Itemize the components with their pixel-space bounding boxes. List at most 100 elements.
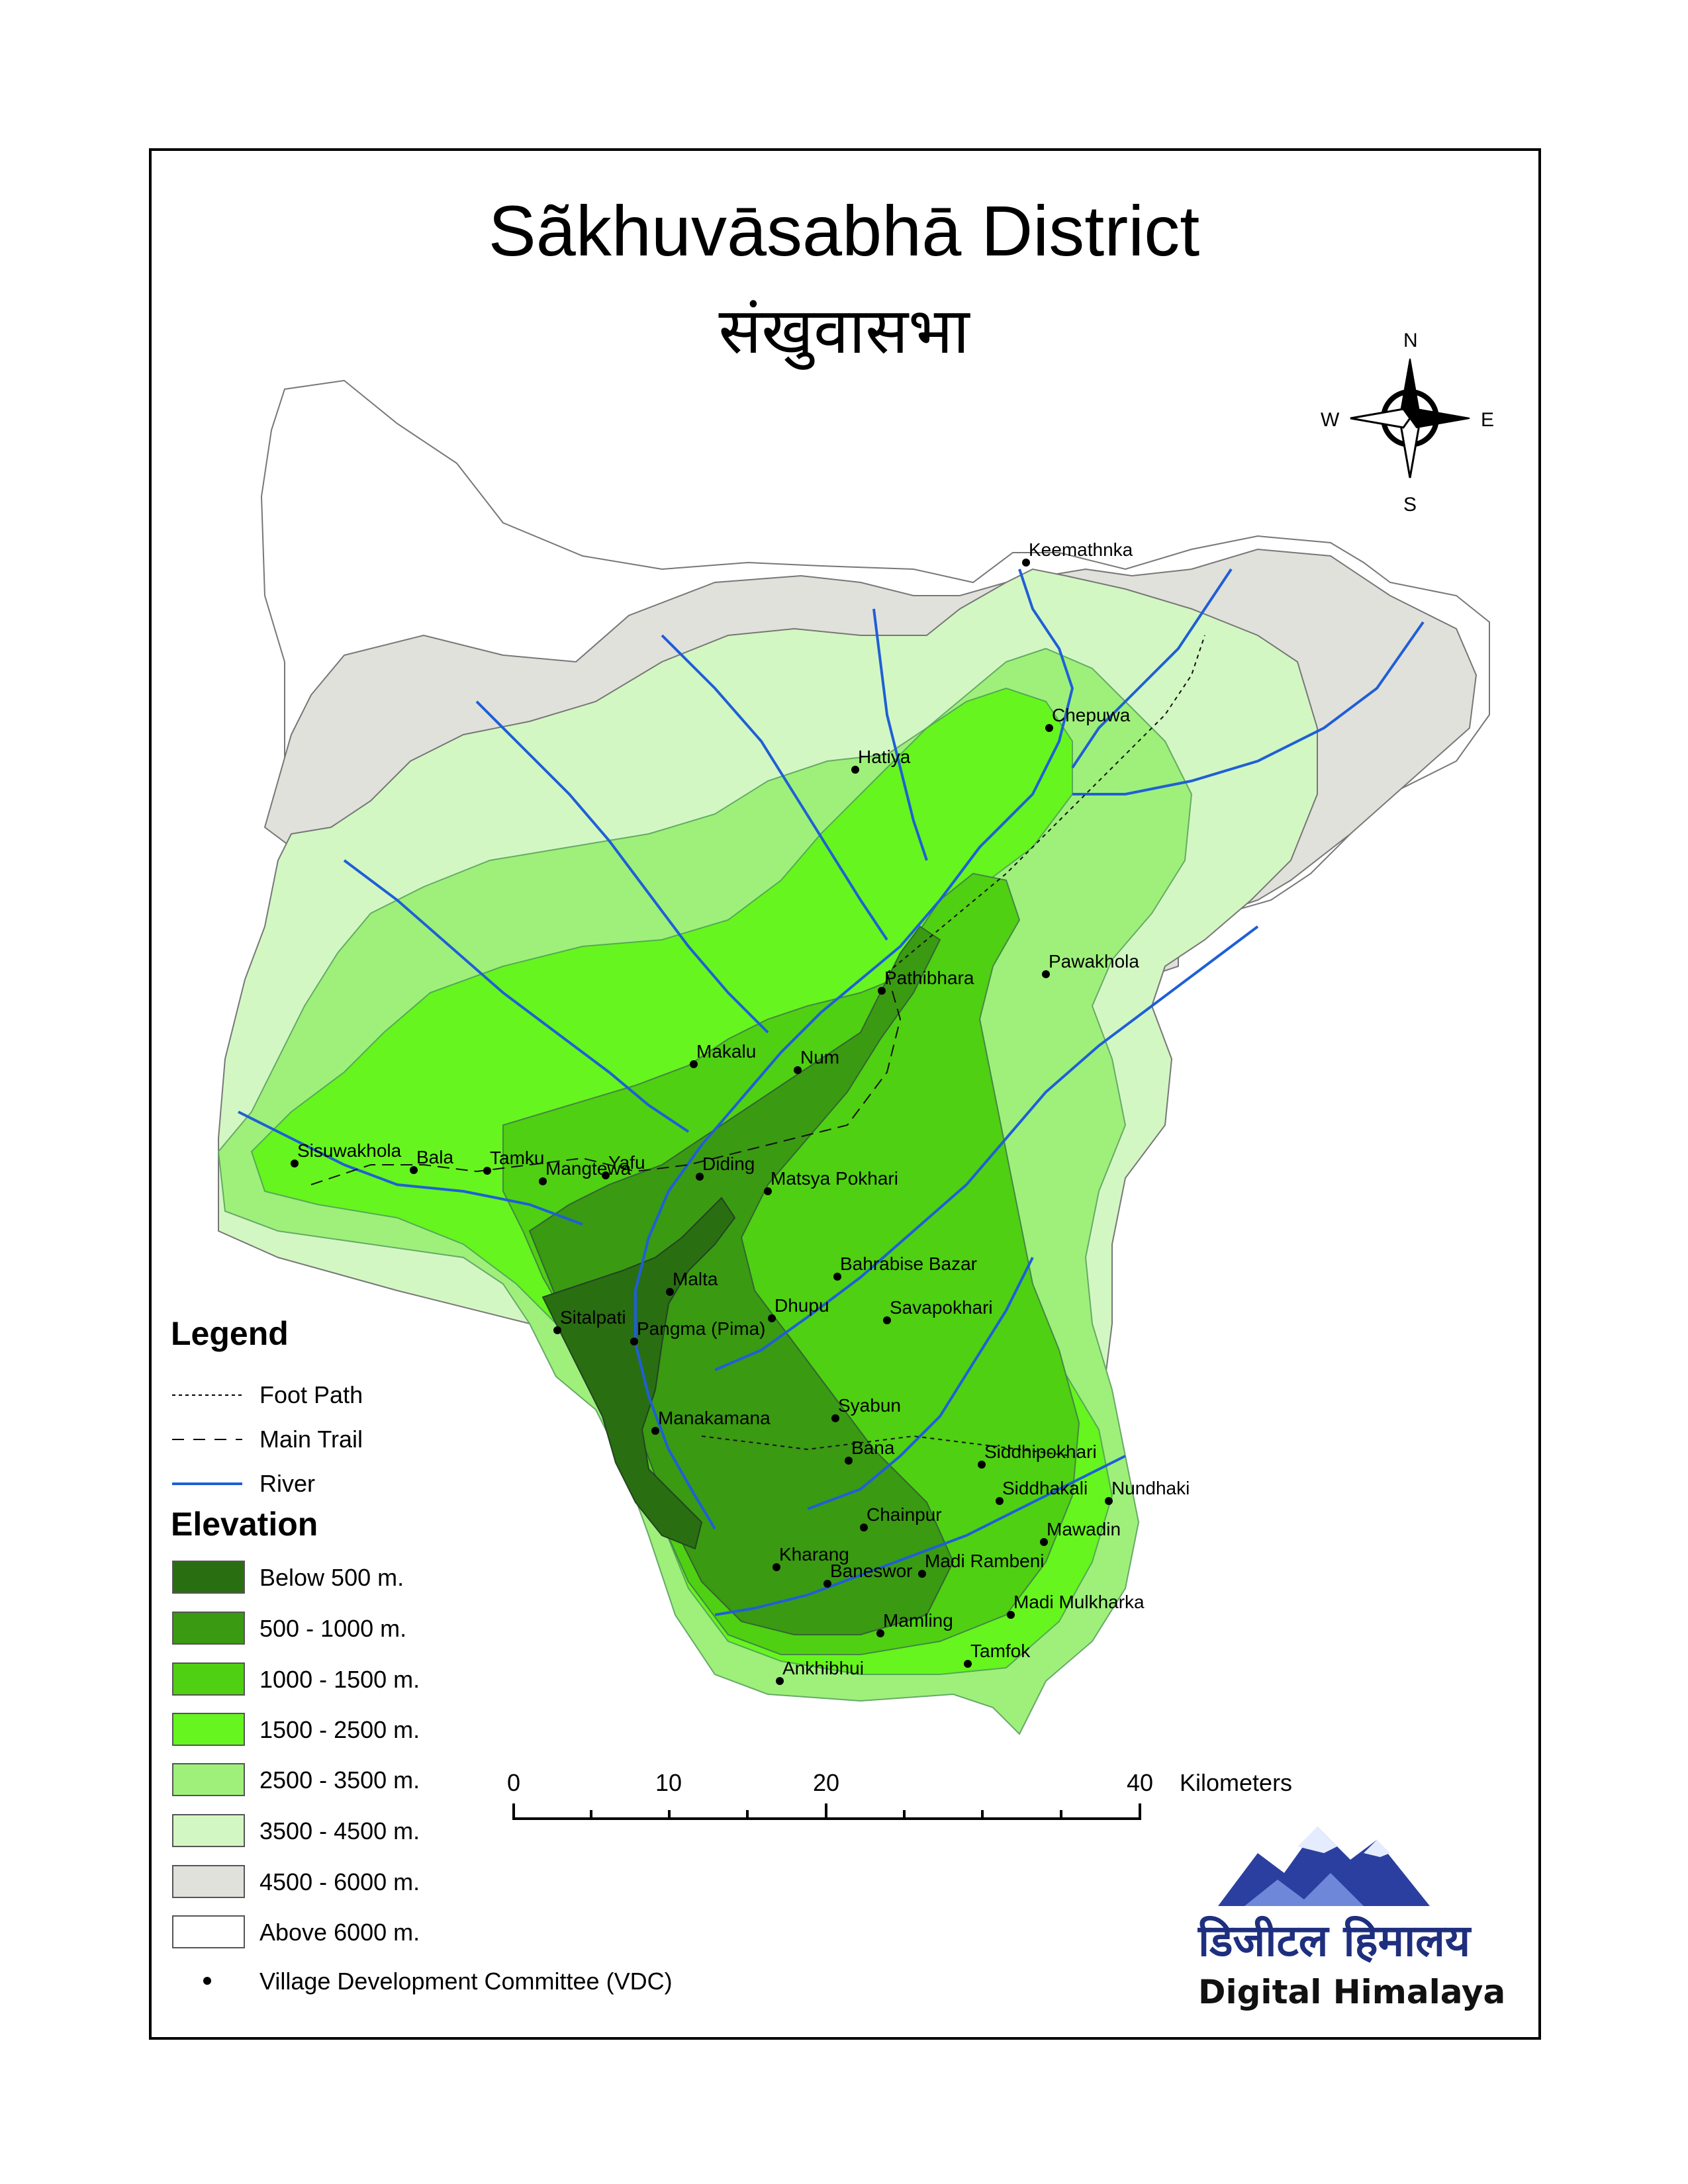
river-tributary-3 (661, 634, 888, 941)
digital-himalaya-mountain-logo (1218, 1827, 1430, 1906)
legend-elevation-label: 1500 - 2500 m. (259, 1716, 420, 1743)
river-tributary-10 (872, 608, 928, 861)
vdc-label: Pathibhara (884, 968, 974, 988)
vdc-marker (883, 1316, 891, 1324)
vdc-label: Sisuwakhola (297, 1140, 402, 1161)
vdc-label: Hatiya (858, 747, 911, 767)
vdc-marker (794, 1066, 802, 1074)
vdc-marker (996, 1497, 1004, 1505)
vdc-marker (666, 1288, 674, 1296)
vdc-label: Siddhakali (1002, 1478, 1088, 1498)
compass-west-arrow (1350, 408, 1411, 429)
vdc-label: Makalu (696, 1041, 756, 1062)
river-tributary-2 (1072, 621, 1425, 796)
legend-elevation-label: 2500 - 3500 m. (259, 1766, 420, 1794)
river-tributary-9 (475, 700, 769, 1034)
map-subtitle-devanagari: संखुवासभा (718, 294, 970, 368)
vdc-label: Nundhaki (1111, 1478, 1190, 1498)
vdc-label: Tamku (490, 1148, 544, 1168)
vdc-marker (291, 1160, 299, 1167)
legend-elevation-label: 4500 - 6000 m. (259, 1868, 420, 1895)
vdc-label: Pangma (Pima) (637, 1318, 766, 1339)
compass-east-arrow (1409, 408, 1470, 429)
vdc-marker (964, 1660, 972, 1668)
legend-line-samples (172, 1394, 242, 1985)
vdc-marker (831, 1414, 839, 1422)
legend-elevation-swatch (172, 1662, 245, 1696)
vdc-label: Bana (851, 1437, 895, 1458)
scale-tick-10: 10 (655, 1769, 682, 1796)
river-tributary-7 (714, 1455, 1126, 1616)
vdc-marker (918, 1570, 926, 1578)
vdc-marker (876, 1629, 884, 1637)
legend-elevation-label: Above 6000 m. (259, 1919, 420, 1946)
river-arun-main (634, 569, 1074, 1530)
vdc-marker (410, 1166, 418, 1174)
compass-label-east: E (1481, 409, 1495, 431)
vdc-marker (773, 1563, 780, 1571)
vdc-label: Syabun (838, 1395, 901, 1416)
scale-bar (512, 1803, 1141, 1820)
vdc-marker (602, 1171, 610, 1179)
scale-tick-0: 0 (507, 1769, 521, 1796)
compass-rose (1350, 358, 1470, 478)
vdc-label: Bala (416, 1147, 453, 1167)
legend-elevation-swatch (172, 1865, 245, 1898)
scale-unit: Kilometers (1180, 1769, 1293, 1796)
vdc-layer: Keemathnka Chepuwa Hatiya Pawakhola Pathibha… (291, 539, 1190, 1685)
vdc-marker (651, 1427, 659, 1435)
vdc-label: Madi Mulkharka (1013, 1592, 1145, 1612)
vdc-label: Madi Rambeni (925, 1551, 1045, 1571)
vdc-marker (851, 766, 859, 774)
vdc-label: Chepuwa (1052, 705, 1131, 725)
legend-main-trail-label: Main Trail (259, 1426, 363, 1453)
legend-elevation-swatch (172, 1561, 245, 1594)
vdc-marker (845, 1457, 853, 1465)
vdc-label: Keemathnka (1029, 539, 1133, 560)
vdc-label: Matsya Pokhari (771, 1168, 898, 1189)
legend-elevation-label: 3500 - 4500 m. (259, 1817, 420, 1844)
foot-path-south (701, 1435, 1073, 1457)
vdc-label: Tamfok (970, 1641, 1031, 1661)
vdc-label: Malta (673, 1269, 718, 1289)
vdc-label: Siddhipokhari (984, 1441, 1097, 1462)
logo-english-text: Digital Himalaya (1198, 1973, 1506, 2011)
vdc-label: Mamling (883, 1610, 953, 1631)
legend-elevation-label: 500 - 1000 m. (259, 1615, 407, 1642)
river-tributary-6 (714, 925, 1259, 1371)
compass-label-north: N (1403, 330, 1418, 351)
legend-heading: Legend (171, 1315, 289, 1352)
legend-vdc-label: Village Development Committee (VDC) (259, 1968, 673, 1995)
vdc-label: Yafu (608, 1152, 645, 1173)
vdc-label: Savapokhari (890, 1297, 993, 1318)
map-title: Sãkhuvāsabhā District (488, 191, 1200, 271)
legend-elevation-swatch (172, 1814, 245, 1847)
vdc-marker (764, 1187, 772, 1195)
legend-elevation-label: Below 500 m. (259, 1564, 404, 1591)
legend-elevation-swatch (172, 1713, 245, 1746)
vdc-label: Bahrabise Bazar (840, 1253, 977, 1274)
legend-elevation-swatch (172, 1612, 245, 1645)
vdc-marker (539, 1177, 547, 1185)
vdc-label: Manakamana (658, 1408, 771, 1428)
trail-network (310, 635, 1205, 1457)
vdc-label: Sitalpati (560, 1307, 626, 1328)
vdc-marker (1040, 1538, 1048, 1546)
vdc-marker (1042, 970, 1050, 978)
main-trail (310, 972, 902, 1185)
vdc-marker (860, 1524, 868, 1531)
logo-devanagari-text: डिजीटल हिमालय (1198, 1915, 1471, 1966)
legend-elevation-swatch (172, 1763, 245, 1796)
vdc-label: Chainpur (867, 1504, 942, 1525)
legend-foot-path-label: Foot Path (259, 1381, 363, 1408)
compass-label-south: S (1403, 494, 1417, 516)
vdc-marker (553, 1326, 561, 1334)
vdc-marker (1007, 1611, 1015, 1619)
scale-tick-20: 20 (813, 1769, 840, 1796)
vdc-marker (1045, 724, 1053, 732)
vdc-label: Diding (702, 1154, 755, 1174)
vdc-label: Mawadin (1047, 1519, 1121, 1539)
vdc-marker (1105, 1497, 1113, 1505)
vdc-label: Baneswor (830, 1561, 913, 1581)
vdc-label: Ankhibhui (782, 1658, 864, 1678)
